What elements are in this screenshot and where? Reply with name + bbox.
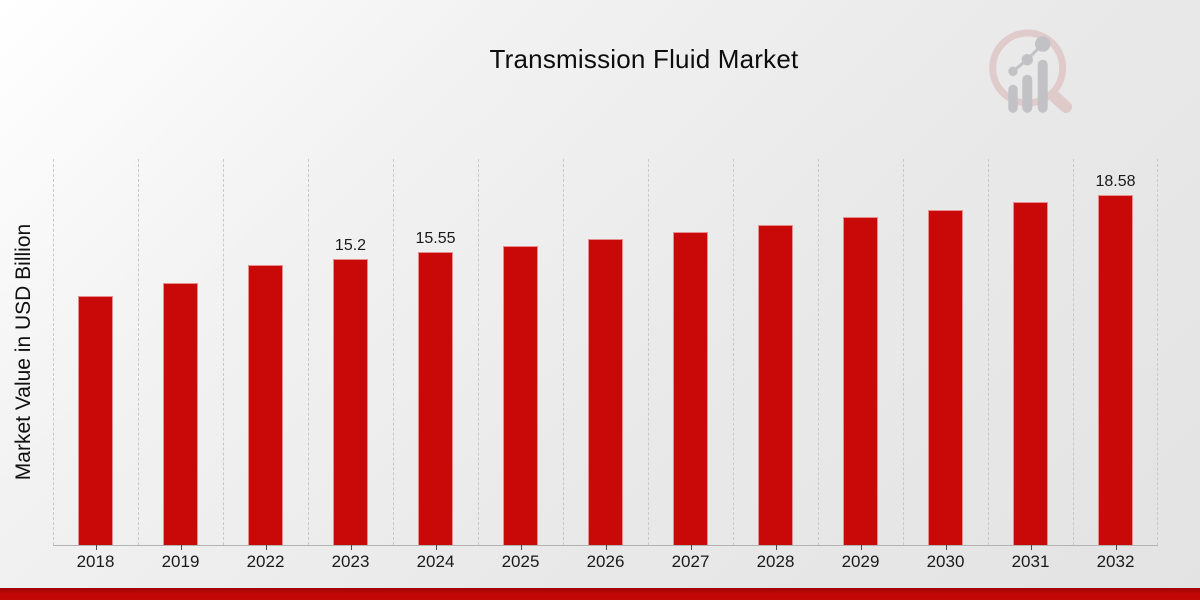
x-axis-tick <box>95 545 97 550</box>
x-axis-labels: 2018 2019 2022 2023 2024 2025 2026 2027 2028 2029… <box>53 552 1158 574</box>
gridline <box>53 159 54 545</box>
bar-2023 <box>333 259 368 545</box>
gridline <box>1157 159 1158 545</box>
x-axis-tick <box>1115 545 1117 550</box>
x-axis-tick <box>775 545 777 550</box>
gridline <box>563 159 564 545</box>
bar-2018 <box>78 296 113 545</box>
x-tick-label-2032: 2032 <box>1096 552 1135 571</box>
chart-title: Transmission Fluid Market <box>489 44 799 74</box>
x-tick-label-2029: 2029 <box>841 552 880 571</box>
x-tick-label-2024: 2024 <box>416 552 455 571</box>
x-axis-tick <box>350 545 352 550</box>
bar-2026 <box>588 239 623 545</box>
bar-2022 <box>248 265 283 545</box>
bar-2019 <box>163 283 198 545</box>
x-tick-label-2031: 2031 <box>1011 552 1050 571</box>
trend-dots-icon <box>1008 36 1051 76</box>
trend-bars-icon <box>1008 59 1048 113</box>
bar-2028 <box>758 225 793 545</box>
x-axis-tick <box>605 545 607 550</box>
x-tick-label-2022: 2022 <box>246 552 285 571</box>
gridline <box>733 159 734 545</box>
magnifier-bar-chart-logo <box>989 29 1072 113</box>
bar-2031 <box>1013 202 1048 545</box>
bar-2024 <box>418 252 453 545</box>
gridline <box>648 159 649 545</box>
x-tick-label-2030: 2030 <box>926 552 965 571</box>
bar-2032 <box>1098 195 1133 545</box>
x-axis-tick <box>435 545 437 550</box>
x-tick-label-2018: 2018 <box>76 552 115 571</box>
x-axis-tick <box>945 545 947 550</box>
market-research-future-watermark <box>983 26 1087 116</box>
gridline <box>988 159 989 545</box>
bar-value-label-2032: 18.58 <box>1095 173 1136 190</box>
gridline <box>903 159 904 545</box>
x-axis-tick <box>180 545 182 550</box>
bar-2025 <box>503 246 538 545</box>
x-axis-tick <box>265 545 267 550</box>
x-axis-tick <box>690 545 692 550</box>
x-axis-tick <box>860 545 862 550</box>
plot-area: 15.2 15.55 18.58 <box>53 159 1158 550</box>
bar-2029 <box>843 217 878 545</box>
gridline <box>393 159 394 545</box>
bar-value-label-2024: 15.55 <box>415 230 456 247</box>
x-tick-label-2026: 2026 <box>586 552 625 571</box>
x-tick-label-2019: 2019 <box>161 552 200 571</box>
y-axis-label: Market Value in USD Billion <box>12 223 35 481</box>
bar-value-label-2023: 15.2 <box>334 237 367 254</box>
magnifier-handle-icon <box>1049 91 1072 113</box>
x-axis-tick <box>1030 545 1032 550</box>
x-axis-tick <box>520 545 522 550</box>
x-tick-label-2023: 2023 <box>331 552 370 571</box>
gridline <box>1073 159 1074 545</box>
gridline <box>308 159 309 545</box>
x-tick-label-2027: 2027 <box>671 552 710 571</box>
gridline <box>138 159 139 545</box>
gridline <box>223 159 224 545</box>
bar-2030 <box>928 210 963 545</box>
x-tick-label-2028: 2028 <box>756 552 795 571</box>
bar-2027 <box>673 232 708 545</box>
x-tick-label-2025: 2025 <box>501 552 540 571</box>
gridline <box>818 159 819 545</box>
gridline <box>478 159 479 545</box>
footer-red-strip <box>0 588 1200 600</box>
